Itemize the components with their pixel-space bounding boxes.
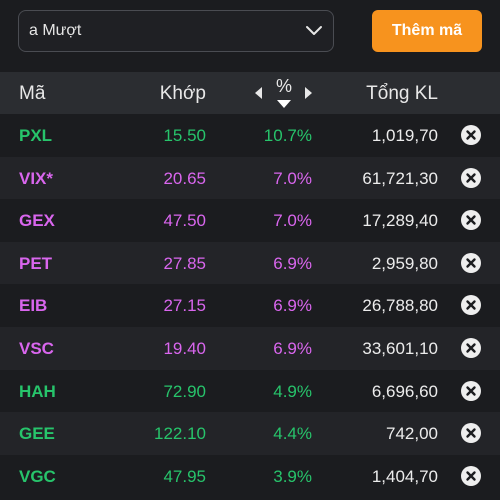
row-price: 122.10 — [154, 424, 206, 444]
remove-icon[interactable] — [461, 252, 481, 273]
row-symbol[interactable]: HAH — [19, 381, 56, 401]
top-bar: a Mượt Thêm mã — [0, 0, 500, 72]
row-percent: 6.9% — [273, 296, 312, 316]
row-symbol[interactable]: GEE — [19, 424, 55, 444]
row-price: 27.15 — [163, 296, 206, 316]
row-price: 47.95 — [163, 466, 206, 486]
watchlist-table: PXL 15.50 10.7% 1,019,70 VIX* 20.65 7.0% 61,721… — [0, 114, 500, 498]
row-symbol[interactable]: PXL — [19, 126, 53, 145]
add-symbol-button[interactable]: Thêm mã — [372, 10, 482, 52]
remove-icon[interactable] — [461, 380, 481, 401]
row-volume: 742,00 — [386, 424, 438, 444]
row-percent: 4.9% — [273, 381, 312, 401]
header-price[interactable]: Khớp — [159, 83, 206, 104]
table-row[interactable]: VGC 47.95 3.9% 1,404,70 — [0, 454, 500, 498]
row-symbol[interactable]: GEX — [19, 211, 55, 231]
remove-icon[interactable] — [461, 337, 481, 358]
table-header: Mã Khớp % Tổng KL — [0, 72, 500, 114]
remove-icon[interactable] — [461, 167, 481, 188]
table-row[interactable]: VIX* 20.65 7.0% 61,721,30 — [0, 156, 500, 200]
row-volume: 1,404,70 — [371, 466, 438, 486]
header-percent[interactable]: % — [276, 76, 293, 96]
row-price: 47.50 — [163, 211, 206, 231]
remove-icon[interactable] — [461, 125, 481, 145]
table-row[interactable]: EIB 27.15 6.9% 26,788,80 — [0, 284, 500, 327]
chevron-down-icon — [306, 26, 322, 35]
row-percent: 7.0% — [273, 168, 312, 188]
row-volume: 2,959,80 — [371, 253, 438, 273]
row-price: 27.85 — [163, 253, 206, 273]
row-volume: 33,601,10 — [362, 338, 438, 358]
row-symbol[interactable]: EIB — [19, 296, 48, 316]
row-volume: 6,696,60 — [371, 381, 438, 401]
remove-icon[interactable] — [461, 295, 481, 316]
header-total-volume[interactable]: Tổng KL — [366, 83, 438, 104]
row-volume: 61,721,30 — [362, 168, 438, 188]
row-percent: 4.4% — [273, 424, 312, 444]
remove-icon[interactable] — [461, 423, 481, 444]
remove-icon[interactable] — [461, 210, 481, 231]
row-symbol[interactable]: PET — [19, 253, 53, 273]
row-price: 72.90 — [163, 381, 206, 401]
watchlist-select[interactable]: a Mượt — [18, 10, 334, 52]
row-price: 19.40 — [163, 338, 206, 358]
caret-left-icon[interactable] — [255, 87, 262, 99]
row-symbol[interactable]: VIX* — [19, 168, 54, 188]
row-symbol[interactable]: VSC — [19, 338, 54, 358]
row-percent: 6.9% — [273, 253, 312, 273]
row-price: 15.50 — [163, 126, 206, 145]
row-percent: 7.0% — [273, 211, 312, 231]
sort-desc-icon — [277, 100, 291, 108]
row-volume: 1,019,70 — [371, 126, 438, 145]
table-row[interactable]: GEX 47.50 7.0% 17,289,40 — [0, 199, 500, 242]
caret-right-icon[interactable] — [305, 87, 312, 99]
table-row[interactable]: HAH 72.90 4.9% 6,696,60 — [0, 369, 500, 413]
header-symbol[interactable]: Mã — [19, 83, 46, 104]
row-percent: 3.9% — [273, 466, 312, 486]
row-percent: 6.9% — [273, 338, 312, 358]
table-row[interactable]: GEE 122.10 4.4% 742,00 — [0, 412, 500, 455]
watchlist-selected-value: a Mượt — [29, 22, 82, 39]
table-row[interactable]: VSC 19.40 6.9% 33,601,10 — [0, 326, 500, 370]
remove-icon[interactable] — [461, 465, 481, 486]
row-volume: 26,788,80 — [362, 296, 438, 316]
row-symbol[interactable]: VGC — [19, 466, 56, 486]
row-volume: 17,289,40 — [362, 211, 438, 231]
table-row[interactable]: PXL 15.50 10.7% 1,019,70 — [0, 114, 500, 157]
table-row[interactable]: PET 27.85 6.9% 2,959,80 — [0, 241, 500, 285]
row-percent: 10.7% — [263, 126, 312, 145]
row-price: 20.65 — [163, 168, 206, 188]
